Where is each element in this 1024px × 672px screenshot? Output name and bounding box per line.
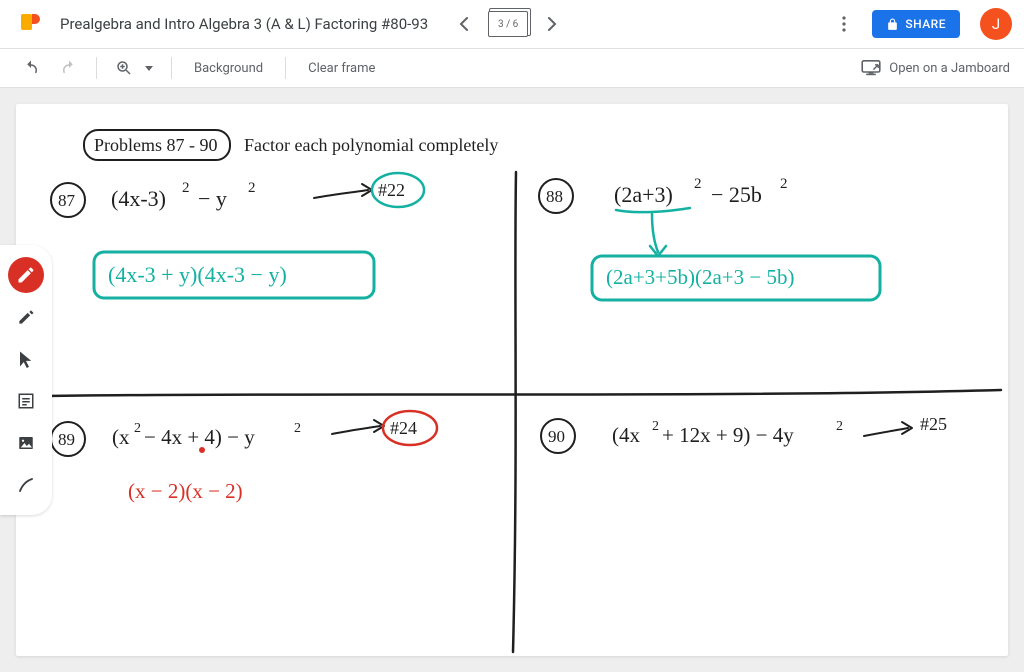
undo-button[interactable] (14, 54, 48, 82)
svg-text:#25: #25 (920, 414, 947, 434)
svg-text:2: 2 (836, 419, 843, 434)
lock-icon (886, 18, 899, 31)
background-button[interactable]: Background (182, 55, 275, 82)
svg-text:90: 90 (548, 427, 565, 446)
svg-text:88: 88 (546, 187, 563, 206)
marker-tool[interactable] (8, 299, 44, 335)
share-label: SHARE (905, 17, 946, 31)
svg-text:(4x-3 + y)(4x-3 − y): (4x-3 + y)(4x-3 − y) (108, 262, 287, 287)
frame-counter-label: 3 / 6 (498, 19, 518, 30)
account-avatar[interactable]: J (980, 8, 1012, 40)
svg-text:2: 2 (248, 180, 256, 196)
svg-text:− 25b: − 25b (711, 182, 762, 207)
svg-text:#24: #24 (390, 418, 417, 438)
separator (285, 57, 286, 79)
marker-icon (16, 307, 36, 327)
zoom-dropdown[interactable] (145, 61, 161, 76)
separator (96, 57, 97, 79)
separator (171, 57, 172, 79)
image-tool[interactable] (8, 425, 44, 461)
more-menu-button[interactable] (826, 6, 862, 42)
frame-nav: 3 / 6 (446, 6, 570, 42)
laser-icon (17, 476, 35, 494)
jamboard-logo[interactable] (16, 10, 44, 38)
arrow-cursor-icon (17, 350, 35, 368)
select-tool[interactable] (8, 341, 44, 377)
pen-tool[interactable] (8, 257, 44, 293)
svg-text:2: 2 (134, 421, 141, 436)
svg-text:Factor each polynomial comp: Factor each polynomial completely (244, 135, 498, 155)
svg-text:89: 89 (58, 430, 75, 449)
sticky-note-tool[interactable] (8, 383, 44, 419)
toolbar: Background Clear frame Open on a Jamboar… (0, 48, 1024, 88)
whiteboard-canvas[interactable]: .ink { fill:none; stroke-linecap:round; … (16, 104, 1008, 656)
svg-text:(x: (x (112, 425, 130, 449)
drawing-tools-panel (0, 245, 52, 515)
svg-text:2: 2 (780, 176, 788, 192)
laser-tool[interactable] (8, 467, 44, 503)
clear-frame-button[interactable]: Clear frame (296, 55, 387, 82)
next-frame-button[interactable] (534, 6, 570, 42)
frame-counter[interactable]: 3 / 6 (488, 11, 528, 37)
svg-text:(4x: (4x (612, 423, 640, 447)
svg-text:2: 2 (694, 176, 702, 192)
avatar-letter: J (992, 15, 1000, 33)
svg-text:(x − 2)(x − 2): (x − 2)(x − 2) (128, 479, 243, 503)
svg-text:− 4x + 4) − y: − 4x + 4) − y (144, 425, 255, 449)
svg-text:+ 12x + 9) − 4y: + 12x + 9) − 4y (662, 423, 794, 447)
app-header: Prealgebra and Intro Algebra 3 (A & L) F… (0, 0, 1024, 48)
cast-icon (861, 60, 881, 76)
image-icon (17, 434, 35, 452)
svg-text:2: 2 (652, 419, 659, 434)
svg-text:(2a+3): (2a+3) (614, 182, 673, 207)
content-area: .ink { fill:none; stroke-linecap:round; … (0, 88, 1024, 672)
zoom-button[interactable] (107, 54, 141, 82)
svg-text:#22: #22 (378, 180, 405, 200)
svg-text:2: 2 (294, 421, 301, 436)
open-jamboard-label: Open on a Jamboard (889, 61, 1010, 76)
pen-icon (16, 265, 36, 285)
share-button[interactable]: SHARE (872, 10, 960, 38)
redo-button[interactable] (52, 54, 86, 82)
svg-text:2: 2 (182, 180, 190, 196)
svg-text:87: 87 (58, 191, 76, 210)
board-drawing: .ink { fill:none; stroke-linecap:round; … (16, 104, 1008, 656)
svg-text:Problems 87 - 90: Problems 87 - 90 (94, 135, 218, 155)
svg-text:(2a+3+5b)(2a+3 − 5b): (2a+3+5b)(2a+3 − 5b) (606, 265, 795, 289)
prev-frame-button[interactable] (446, 6, 482, 42)
svg-text:(4x-3): (4x-3) (111, 186, 166, 211)
svg-text:− y: − y (198, 186, 227, 211)
document-title[interactable]: Prealgebra and Intro Algebra 3 (A & L) F… (60, 15, 428, 33)
open-jamboard-button[interactable]: Open on a Jamboard (861, 60, 1010, 76)
sticky-note-icon (17, 392, 35, 410)
